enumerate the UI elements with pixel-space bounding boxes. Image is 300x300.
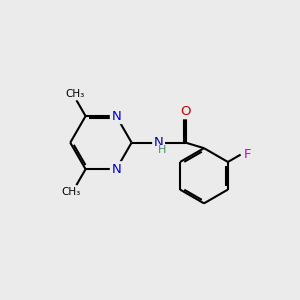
Text: N: N — [111, 110, 121, 123]
Text: CH₃: CH₃ — [65, 89, 85, 99]
Text: O: O — [180, 105, 191, 118]
Text: H: H — [158, 146, 166, 155]
Text: N: N — [154, 136, 164, 149]
Text: CH₃: CH₃ — [62, 187, 81, 197]
Text: N: N — [111, 163, 121, 176]
Text: F: F — [244, 148, 251, 161]
